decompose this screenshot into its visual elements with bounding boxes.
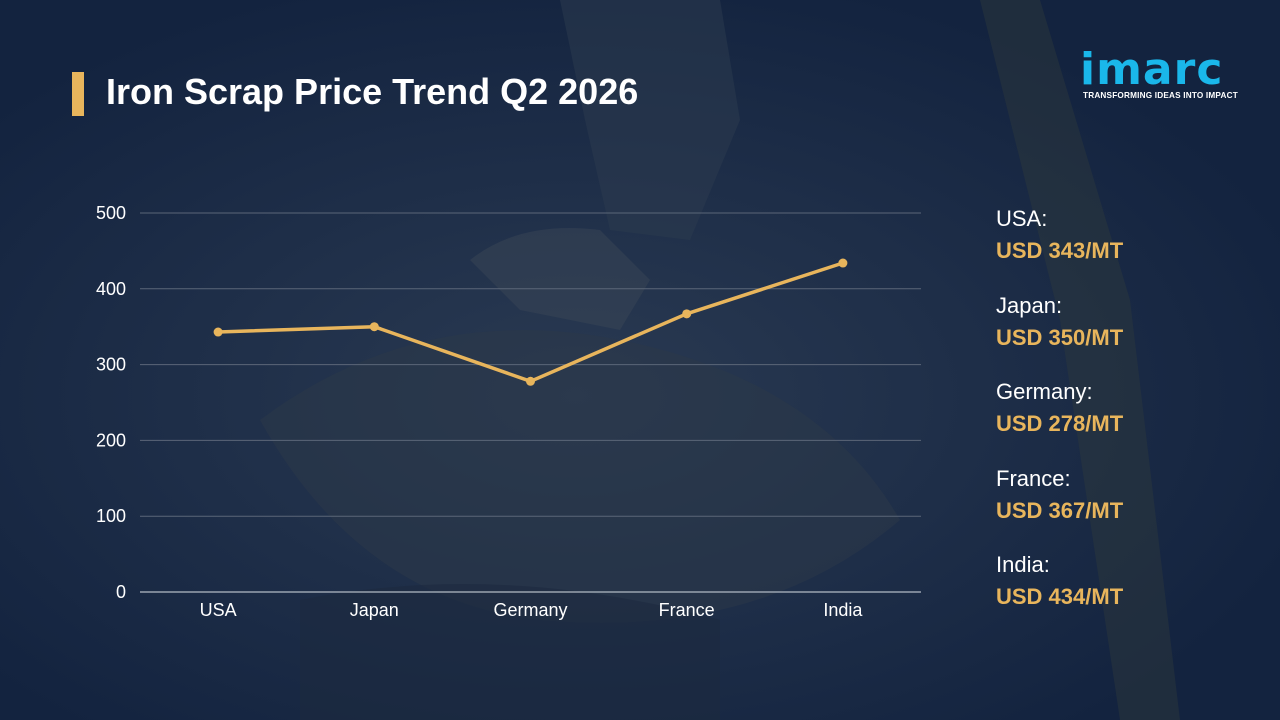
data-point [682, 309, 692, 319]
legend-country: USA: [996, 206, 1048, 231]
y-tick-label: 400 [96, 279, 126, 299]
legend-value: USD 343/MT [996, 238, 1124, 263]
title-accent-bar [72, 72, 84, 116]
legend-country: India: [996, 552, 1050, 577]
imarc-logo: imarc TRANSFORMING IDEAS INTO IMPACT [1080, 34, 1250, 104]
y-axis-labels: 0 100 200 300 400 500 [96, 203, 126, 602]
legend-value: USD 367/MT [996, 497, 1124, 523]
x-axis-labels: USA Japan Germany France India [200, 600, 864, 620]
data-point [369, 322, 379, 332]
data-point [213, 327, 223, 337]
legend-value: USD 278/MT [996, 411, 1124, 436]
logo-tagline: TRANSFORMING IDEAS INTO IMPACT [1083, 91, 1238, 100]
chart-grid [140, 212, 921, 593]
legend-country: Germany: [996, 379, 1093, 404]
legend-country: France: [996, 465, 1071, 491]
legend-value: USD 350/MT [996, 324, 1124, 350]
series-points [213, 258, 848, 386]
logo-wordmark: imarc [1080, 44, 1224, 95]
data-point [526, 376, 535, 386]
price-legend: USA: USD 343/MT Japan: USD 350/MT German… [996, 204, 1266, 637]
legend-item-japan: Japan: USD 350/MT [996, 291, 1266, 378]
page-title: Iron Scrap Price Trend Q2 2026 [106, 71, 639, 112]
x-tick-label: Japan [350, 600, 399, 620]
y-tick-label: 0 [116, 582, 126, 602]
data-point [838, 258, 848, 268]
legend-country: Japan: [996, 292, 1063, 318]
legend-item-france: France: USD 367/MT [996, 464, 1266, 551]
y-tick-label: 200 [96, 430, 126, 450]
legend-item-germany: Germany: USD 278/MT [996, 377, 1266, 464]
series-line [216, 261, 845, 384]
x-tick-label: India [823, 600, 863, 620]
x-tick-label: Germany [493, 600, 567, 620]
legend-item-usa: USA: USD 343/MT [996, 204, 1266, 291]
x-tick-label: USA [200, 600, 237, 620]
legend-value: USD 434/MT [996, 584, 1124, 609]
y-tick-label: 100 [96, 506, 126, 526]
y-tick-label: 500 [96, 203, 126, 223]
x-tick-label: France [659, 600, 715, 620]
legend-item-india: India: USD 434/MT [996, 550, 1266, 637]
y-tick-label: 300 [96, 355, 126, 375]
